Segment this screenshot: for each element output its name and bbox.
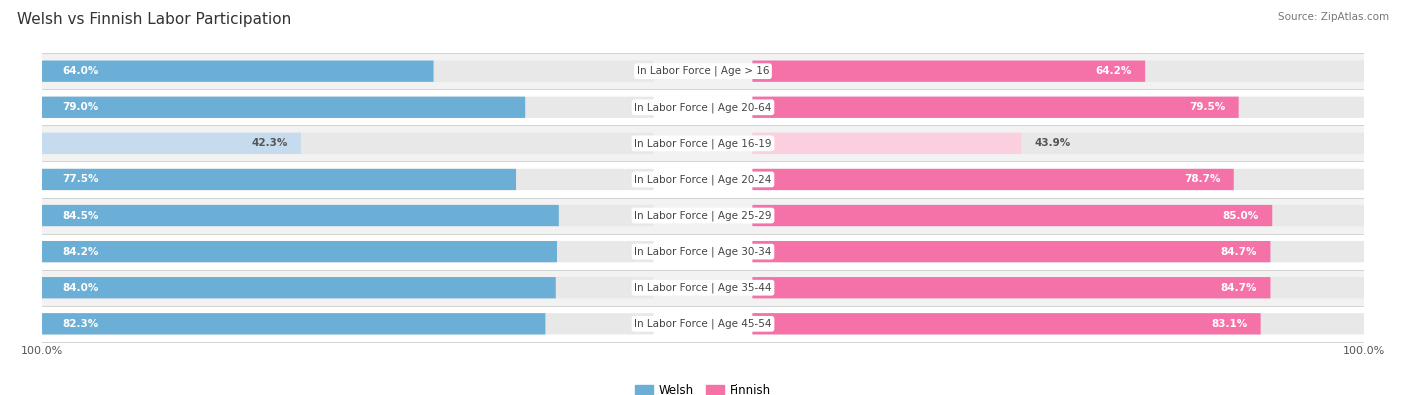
- FancyBboxPatch shape: [752, 60, 1364, 82]
- FancyBboxPatch shape: [42, 97, 526, 118]
- Text: 82.3%: 82.3%: [62, 319, 98, 329]
- Text: In Labor Force | Age 16-19: In Labor Force | Age 16-19: [634, 138, 772, 149]
- FancyBboxPatch shape: [752, 313, 1261, 335]
- Text: In Labor Force | Age 20-24: In Labor Force | Age 20-24: [634, 174, 772, 185]
- Text: 84.7%: 84.7%: [1220, 246, 1257, 257]
- FancyBboxPatch shape: [42, 241, 654, 262]
- Bar: [42, 198, 1364, 233]
- Bar: [42, 53, 1364, 89]
- Text: Source: ZipAtlas.com: Source: ZipAtlas.com: [1278, 12, 1389, 22]
- Text: 84.0%: 84.0%: [62, 283, 98, 293]
- FancyBboxPatch shape: [42, 133, 301, 154]
- FancyBboxPatch shape: [752, 277, 1271, 298]
- FancyBboxPatch shape: [752, 277, 1364, 298]
- Text: 79.5%: 79.5%: [1189, 102, 1225, 112]
- FancyBboxPatch shape: [42, 97, 654, 118]
- FancyBboxPatch shape: [42, 313, 654, 335]
- FancyBboxPatch shape: [752, 60, 1144, 82]
- FancyBboxPatch shape: [42, 169, 516, 190]
- Text: 84.7%: 84.7%: [1220, 283, 1257, 293]
- Bar: [42, 233, 1364, 270]
- Text: 64.0%: 64.0%: [62, 66, 98, 76]
- FancyBboxPatch shape: [42, 277, 654, 298]
- FancyBboxPatch shape: [752, 169, 1233, 190]
- Text: 42.3%: 42.3%: [252, 138, 287, 149]
- Text: 83.1%: 83.1%: [1211, 319, 1247, 329]
- Text: 64.2%: 64.2%: [1095, 66, 1132, 76]
- FancyBboxPatch shape: [42, 133, 654, 154]
- FancyBboxPatch shape: [752, 241, 1271, 262]
- Bar: [42, 306, 1364, 342]
- FancyBboxPatch shape: [42, 60, 654, 82]
- Bar: [42, 162, 1364, 198]
- Bar: [42, 89, 1364, 125]
- Text: In Labor Force | Age 45-54: In Labor Force | Age 45-54: [634, 318, 772, 329]
- FancyBboxPatch shape: [42, 313, 546, 335]
- FancyBboxPatch shape: [42, 169, 654, 190]
- FancyBboxPatch shape: [42, 277, 555, 298]
- FancyBboxPatch shape: [752, 313, 1364, 335]
- Text: 77.5%: 77.5%: [62, 175, 98, 184]
- FancyBboxPatch shape: [752, 205, 1364, 226]
- FancyBboxPatch shape: [42, 241, 557, 262]
- Text: In Labor Force | Age 25-29: In Labor Force | Age 25-29: [634, 210, 772, 221]
- FancyBboxPatch shape: [752, 205, 1272, 226]
- Bar: [42, 270, 1364, 306]
- Text: 79.0%: 79.0%: [62, 102, 98, 112]
- Text: 78.7%: 78.7%: [1184, 175, 1220, 184]
- FancyBboxPatch shape: [752, 241, 1364, 262]
- Bar: [42, 125, 1364, 162]
- Text: In Labor Force | Age > 16: In Labor Force | Age > 16: [637, 66, 769, 77]
- FancyBboxPatch shape: [752, 97, 1239, 118]
- FancyBboxPatch shape: [752, 97, 1364, 118]
- Text: In Labor Force | Age 20-64: In Labor Force | Age 20-64: [634, 102, 772, 113]
- Text: In Labor Force | Age 30-34: In Labor Force | Age 30-34: [634, 246, 772, 257]
- FancyBboxPatch shape: [752, 169, 1364, 190]
- FancyBboxPatch shape: [42, 60, 433, 82]
- Text: 84.2%: 84.2%: [62, 246, 98, 257]
- FancyBboxPatch shape: [752, 133, 1021, 154]
- Text: 85.0%: 85.0%: [1223, 211, 1258, 220]
- Text: 43.9%: 43.9%: [1035, 138, 1070, 149]
- Text: In Labor Force | Age 35-44: In Labor Force | Age 35-44: [634, 282, 772, 293]
- FancyBboxPatch shape: [42, 205, 654, 226]
- Text: Welsh vs Finnish Labor Participation: Welsh vs Finnish Labor Participation: [17, 12, 291, 27]
- Text: 84.5%: 84.5%: [62, 211, 98, 220]
- Legend: Welsh, Finnish: Welsh, Finnish: [631, 380, 775, 395]
- FancyBboxPatch shape: [752, 133, 1364, 154]
- FancyBboxPatch shape: [42, 205, 558, 226]
